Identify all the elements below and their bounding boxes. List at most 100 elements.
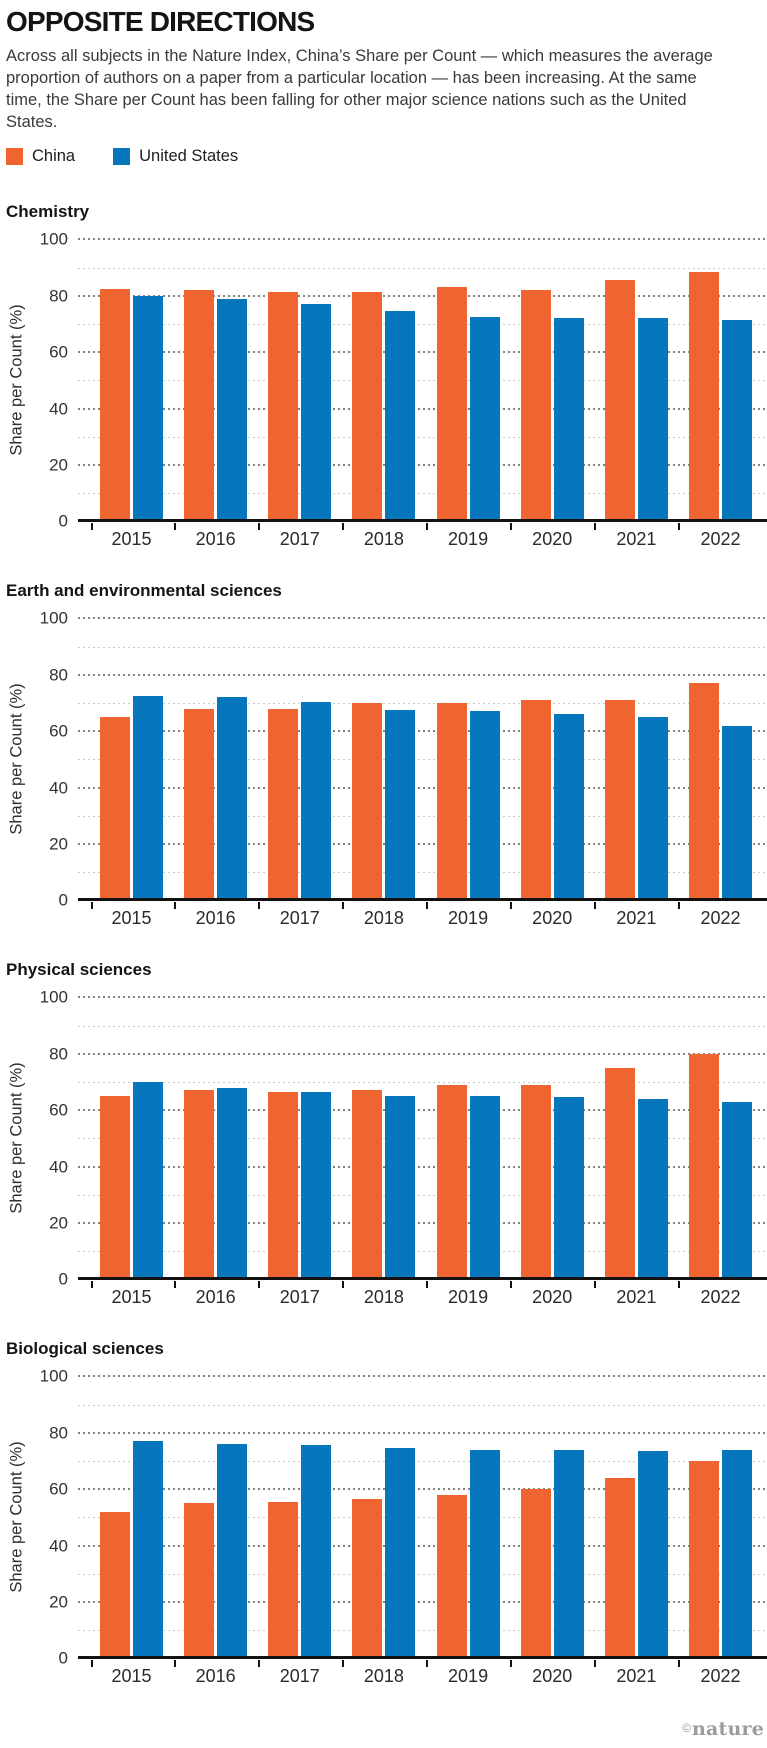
y-tick-label: 60 (49, 1479, 68, 1499)
bar-united-states-2019 (469, 316, 500, 522)
bar-china-2021 (604, 700, 635, 901)
gridline-major (78, 673, 767, 676)
gridline-major (78, 238, 767, 241)
bar-china-2020 (520, 1084, 551, 1280)
bar-united-states-2016 (217, 697, 248, 901)
y-tick-label: 60 (49, 1100, 68, 1120)
plot-area (78, 1375, 767, 1668)
gridline-major (78, 730, 767, 733)
footer: ©nature (6, 1718, 764, 1740)
gridline-minor (78, 436, 767, 438)
y-tick-label: 20 (49, 455, 68, 475)
bar-china-2020 (520, 700, 551, 901)
x-axis-tick (91, 902, 93, 910)
gridline-minor (78, 872, 767, 874)
legend-label-china: China (32, 147, 76, 166)
y-axis-title: Share per Count (%) (6, 618, 28, 900)
y-tick-label: 0 (58, 1269, 68, 1289)
gridline-major (78, 1052, 767, 1055)
bar-united-states-2021 (637, 1098, 668, 1280)
x-axis-tick (91, 1660, 93, 1668)
x-tick-label: 2018 (363, 1287, 404, 1308)
gridline-major (78, 407, 767, 410)
y-tick-label: 40 (49, 778, 68, 798)
page-title: OPPOSITE DIRECTIONS (6, 6, 315, 37)
x-axis-line (78, 519, 767, 523)
copyright-icon: © (682, 1721, 691, 1736)
bar-china-2017 (268, 1501, 299, 1659)
gridline-major (78, 1221, 767, 1224)
x-tick-label: 2020 (532, 1666, 573, 1687)
gridline-minor (78, 493, 767, 495)
x-axis-tick (426, 523, 428, 531)
legend-label-united-states: United States (139, 147, 239, 166)
chart-section-0: Chemistry Share per Count (%) 0 20 40 60 80 100… (6, 202, 767, 551)
gridline-major (78, 1165, 767, 1168)
y-tick-label: 0 (58, 1648, 68, 1668)
y-tick-label: 20 (49, 1213, 68, 1233)
y-axis-title: Share per Count (%) (6, 997, 28, 1279)
x-axis-tick (426, 1660, 428, 1668)
gridline-minor (78, 267, 767, 269)
bar-china-2015 (100, 1511, 130, 1659)
x-tick-label: 2021 (616, 1287, 657, 1308)
x-axis-tick (678, 1281, 681, 1289)
x-tick-label: 2015 (111, 529, 152, 550)
gridline-minor (78, 1025, 767, 1027)
y-tick-label: 20 (49, 1592, 68, 1612)
x-axis-tick (510, 902, 513, 910)
x-tick-label: 2022 (700, 529, 741, 550)
x-axis-tick (594, 1281, 597, 1289)
gridline-major (78, 463, 767, 466)
chart-title: Biological sciences (6, 1339, 164, 1359)
y-tick-label: 40 (49, 1536, 68, 1556)
chart-title: Chemistry (6, 202, 90, 222)
x-tick-label: 2015 (111, 1666, 152, 1687)
bar-china-2019 (436, 287, 467, 522)
legend: China United States (6, 147, 767, 166)
x-tick-label: 2019 (448, 1666, 489, 1687)
chart-title: Earth and environmental sciences (6, 581, 282, 601)
chart-section-1: Earth and environmental sciences Share pe… (6, 581, 767, 930)
bar-united-states-2015 (133, 1081, 163, 1280)
x-axis-tick (594, 902, 597, 910)
gridline-minor (78, 1251, 767, 1253)
x-tick-label: 2015 (111, 908, 152, 929)
x-axis-line (78, 898, 767, 902)
gridline-minor (78, 323, 767, 325)
bar-china-2017 (268, 1091, 299, 1280)
bar-united-states-2020 (553, 1097, 584, 1280)
x-tick-label: 2022 (700, 908, 741, 929)
bar-united-states-2018 (385, 710, 416, 901)
y-axis-tick-labels: 0 20 40 60 80 100 (28, 989, 78, 1288)
x-axis-tick (426, 1281, 428, 1289)
bar-united-states-2019 (469, 711, 500, 901)
bar-united-states-2016 (217, 298, 248, 522)
gridline-minor (78, 1081, 767, 1083)
plot-area (78, 238, 767, 531)
x-tick-label: 2021 (616, 1666, 657, 1687)
x-axis-tick (594, 523, 597, 531)
bar-china-2015 (100, 1096, 130, 1280)
bar-united-states-2017 (301, 304, 332, 522)
y-tick-label: 80 (49, 286, 68, 306)
bar-china-2022 (689, 1460, 719, 1659)
x-tick-label: 2018 (363, 908, 404, 929)
gridline-minor (78, 1404, 767, 1406)
bar-united-states-2017 (301, 1091, 332, 1280)
x-axis-tick (426, 902, 428, 910)
bar-china-2022 (689, 1053, 719, 1280)
x-tick-label: 2017 (279, 1666, 320, 1687)
x-tick-label: 2017 (279, 1287, 320, 1308)
nature-credit: nature (691, 1718, 764, 1741)
y-axis-tick-labels: 0 20 40 60 80 100 (28, 610, 78, 909)
y-tick-label: 80 (49, 665, 68, 685)
bar-china-2021 (604, 280, 635, 522)
gridline-minor (78, 646, 767, 648)
gridline-major (78, 1109, 767, 1112)
gridline-major (78, 617, 767, 620)
x-tick-label: 2016 (195, 1287, 236, 1308)
x-tick-label: 2021 (616, 908, 657, 929)
bar-china-2021 (604, 1477, 635, 1659)
y-tick-label: 100 (39, 229, 68, 249)
